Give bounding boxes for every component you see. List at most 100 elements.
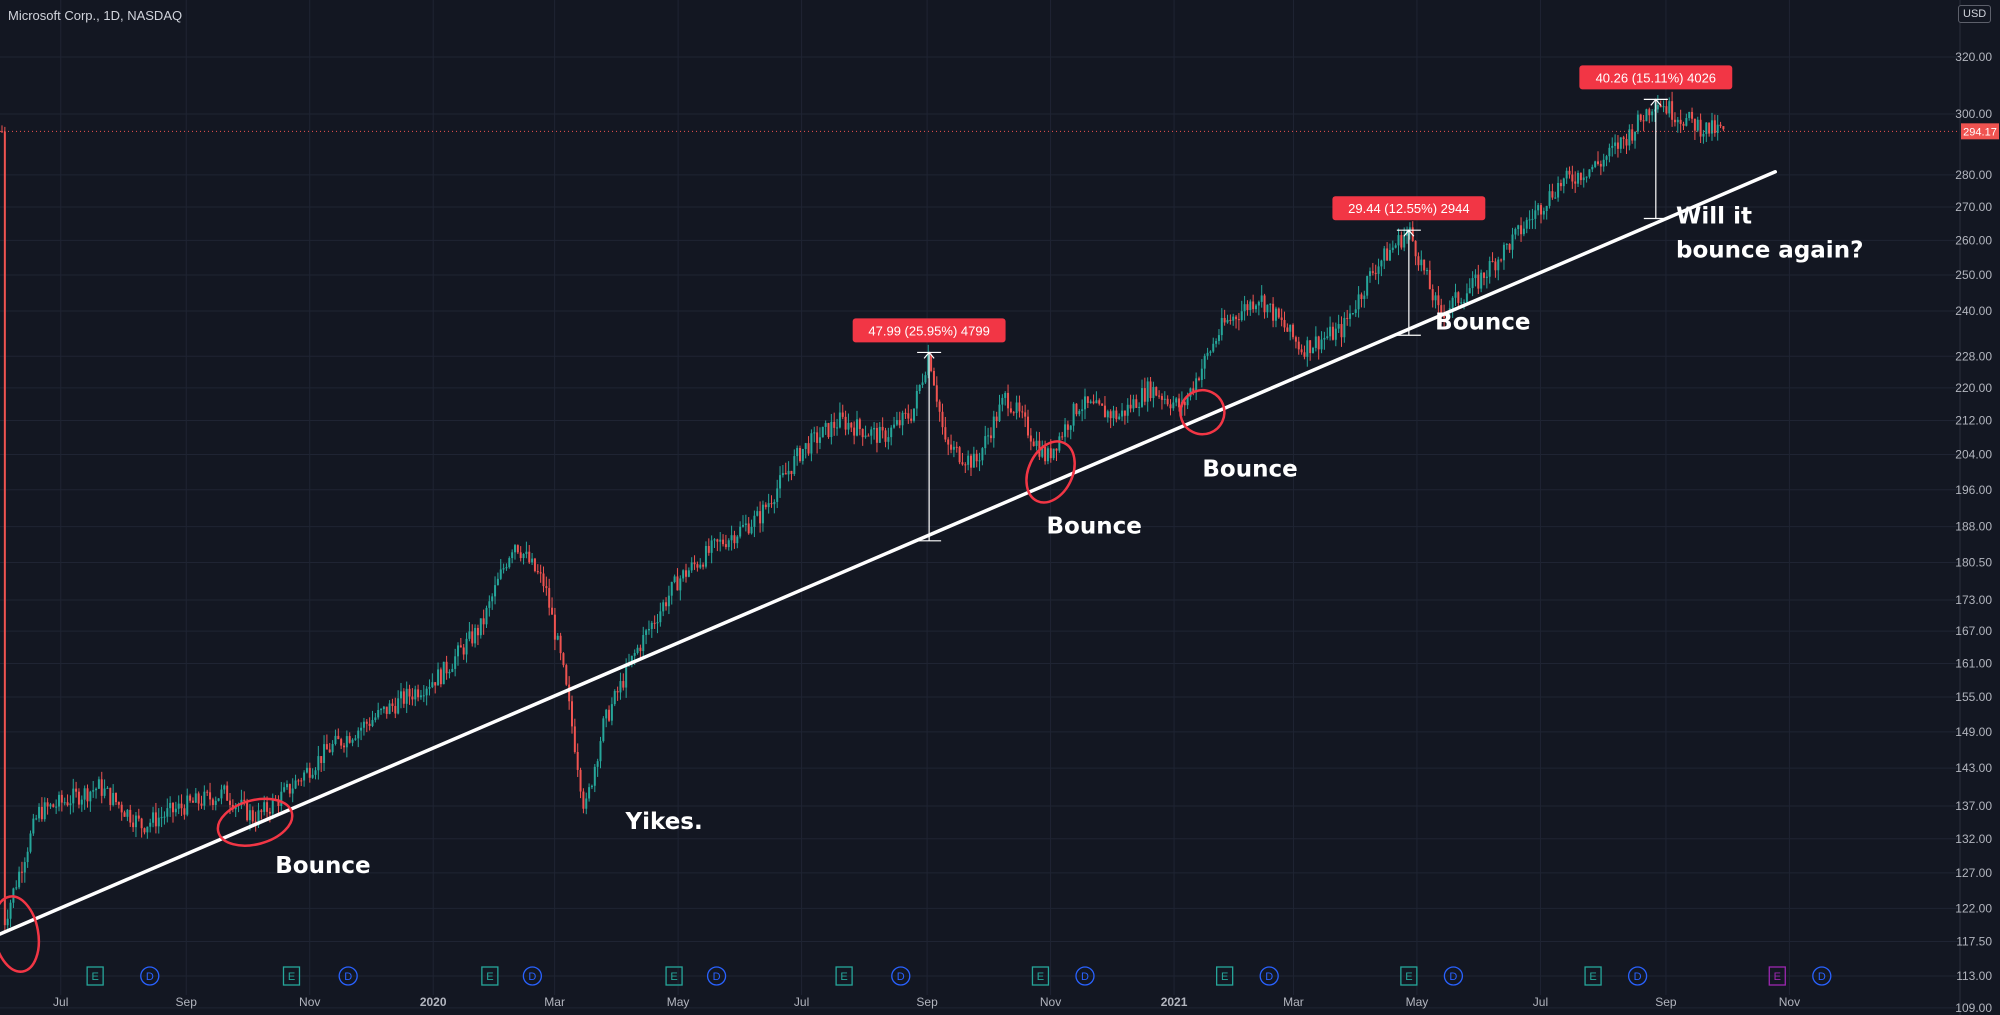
- candle-body: [861, 428, 864, 438]
- candle-body: [491, 596, 494, 602]
- earnings-marker[interactable]: E: [1400, 966, 1418, 986]
- dividend-marker[interactable]: D: [891, 966, 911, 986]
- candle-body: [807, 443, 810, 454]
- y-tick-label: 137.00: [1955, 799, 1992, 813]
- candle-body: [439, 669, 442, 685]
- candle-body: [1656, 105, 1659, 110]
- price-range-measure[interactable]: 29.44 (12.55%) 2944: [1332, 196, 1486, 336]
- candle-body: [1380, 260, 1383, 267]
- candle-body: [1249, 301, 1252, 311]
- candle-body: [1454, 292, 1457, 298]
- earnings-marker[interactable]: E: [481, 966, 499, 986]
- earnings-marker[interactable]: E: [86, 966, 104, 986]
- candle-body: [106, 787, 109, 789]
- dividend-marker[interactable]: D: [1812, 966, 1832, 986]
- candle-body: [593, 766, 596, 786]
- earnings-marker[interactable]: E: [282, 966, 301, 986]
- highlight-circle[interactable]: [0, 893, 44, 975]
- highlight-circle[interactable]: [1017, 434, 1084, 511]
- svg-text:D: D: [897, 971, 905, 983]
- candle-body: [1557, 182, 1560, 198]
- candle-body: [810, 433, 813, 454]
- chart-annotation[interactable]: Bounce: [1047, 514, 1142, 540]
- candle-body: [1351, 312, 1354, 314]
- candle-body: [799, 447, 801, 461]
- chart-annotation[interactable]: Bounce: [1435, 310, 1530, 336]
- candle-body: [1266, 304, 1269, 313]
- svg-text:D: D: [1265, 971, 1273, 983]
- candle-body: [1554, 197, 1557, 199]
- candle-body: [23, 862, 26, 873]
- candle-body: [1343, 317, 1346, 338]
- y-tick-label: 240.00: [1955, 304, 1992, 318]
- highlight-circle[interactable]: [1174, 384, 1230, 440]
- dividend-marker[interactable]: D: [140, 966, 160, 986]
- candle-body: [1166, 398, 1169, 405]
- dividend-marker[interactable]: D: [338, 966, 358, 986]
- dividend-marker[interactable]: D: [1259, 966, 1279, 986]
- chart-annotation[interactable]: Bounce: [275, 853, 370, 879]
- candle-body: [320, 756, 323, 764]
- candle-body: [610, 704, 613, 721]
- candle-body: [1326, 336, 1329, 338]
- candle-body: [516, 545, 519, 553]
- candle-body: [1044, 446, 1047, 462]
- dividend-marker[interactable]: D: [1075, 966, 1095, 986]
- highlight-circle[interactable]: [213, 791, 298, 853]
- candle-body: [1500, 259, 1503, 261]
- price-range-measure[interactable]: 40.26 (15.11%) 4026: [1579, 65, 1733, 220]
- candle-body: [203, 791, 206, 806]
- x-tick-label: Sep: [1655, 995, 1677, 1009]
- candle-body: [1340, 324, 1343, 338]
- candle-body: [1485, 276, 1488, 278]
- candle-body: [1440, 305, 1443, 314]
- candle-body: [194, 793, 197, 803]
- candle-body: [248, 810, 251, 821]
- currency-button[interactable]: USD: [1958, 5, 1992, 23]
- candle-body: [1391, 247, 1394, 251]
- candle-body: [89, 791, 92, 802]
- candle-body: [1015, 402, 1018, 413]
- price-range-measure[interactable]: 47.99 (25.95%) 4799: [852, 318, 1006, 542]
- candle-body: [682, 570, 685, 579]
- dividend-marker[interactable]: D: [706, 966, 727, 986]
- earnings-marker[interactable]: E: [665, 966, 683, 986]
- dividend-marker[interactable]: D: [522, 966, 543, 986]
- candle-body: [565, 665, 568, 685]
- earnings-marker[interactable]: E: [1216, 966, 1234, 986]
- candle-body: [1086, 396, 1089, 403]
- chart-annotation[interactable]: Yikes.: [624, 809, 702, 835]
- candle-body: [1294, 337, 1297, 342]
- earnings-marker[interactable]: E: [1584, 966, 1602, 986]
- candle-body: [457, 645, 459, 657]
- trendline[interactable]: [0, 170, 1777, 936]
- x-tick-label: May: [667, 995, 690, 1009]
- candle-body: [1, 131, 3, 133]
- dividend-marker[interactable]: D: [1443, 966, 1464, 986]
- candle-body: [1024, 412, 1027, 417]
- candle-body: [1668, 101, 1671, 114]
- dividend-marker[interactable]: D: [1627, 966, 1648, 986]
- candle-body: [26, 851, 29, 863]
- chart-annotation[interactable]: bounce again?: [1676, 237, 1863, 263]
- candle-body: [1223, 317, 1226, 323]
- candle-body: [1688, 111, 1691, 118]
- candle-body: [75, 788, 78, 792]
- earnings-marker[interactable]: E: [1031, 966, 1050, 986]
- candle-body: [1614, 142, 1617, 146]
- candle-body: [496, 578, 499, 586]
- candle-body: [665, 602, 668, 607]
- chart-annotation[interactable]: Will it: [1676, 204, 1752, 230]
- candle-body: [177, 803, 180, 809]
- candle-body: [1280, 317, 1283, 321]
- candle-body: [955, 446, 958, 448]
- candle-body: [856, 419, 858, 436]
- candle-body: [1183, 401, 1186, 406]
- candle-body: [1420, 259, 1423, 266]
- candle-body: [1209, 351, 1212, 353]
- chart-annotation[interactable]: Bounce: [1202, 456, 1297, 482]
- earnings-marker[interactable]: E: [1768, 966, 1786, 986]
- earnings-marker[interactable]: E: [835, 966, 853, 986]
- y-tick-label: 228.00: [1955, 349, 1992, 363]
